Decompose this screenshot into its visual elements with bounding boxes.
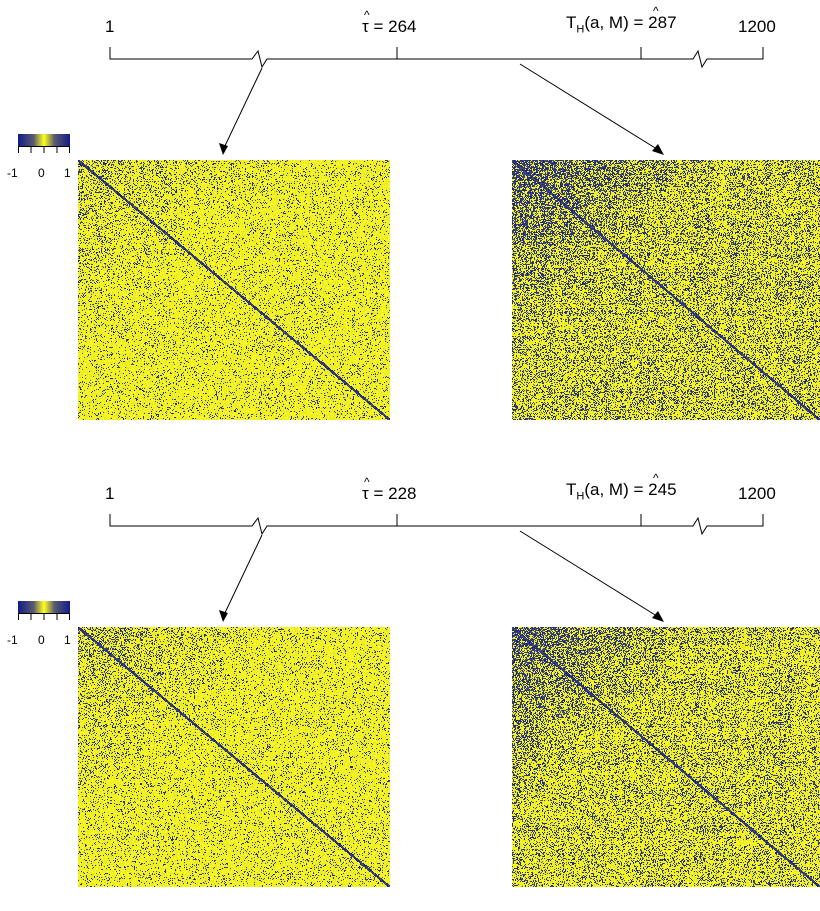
arrow-right-head [652,611,664,622]
colorbar-tick-1: 1 [64,633,71,647]
tau-label: τ = 228 [362,484,417,504]
end-label: 1200 [738,17,776,36]
th-args-a: (a, [584,480,609,499]
start-label: 1 [105,17,115,36]
arrow-left [222,534,263,618]
th-equals: = [633,480,644,499]
th-value: 287 [648,13,677,32]
tau-value: 264 [388,17,417,36]
tau-symbol: τ [362,484,369,503]
colorbar-tick-neg1: -1 [7,633,18,647]
heatmap-left [78,627,390,887]
arrow-right [519,63,661,152]
arrow-left-head [219,143,228,155]
th-sub: H [576,23,585,36]
m-hat: ^ [653,471,659,485]
tau-hat: ^ [364,8,370,22]
th-args-close: ) [623,13,629,32]
panel-bottom: 1 ^ τ = 228 ^ TH(a, M) = 245 1200 -1 0 1 [0,467,820,911]
timeline-segment-left [109,47,398,69]
th-label: TH(a, M) = 287 [566,13,677,39]
th-value: 245 [648,480,677,499]
th-prefix: T [566,480,577,499]
timeline-axis [109,47,764,155]
colorbar-tick-neg1: -1 [7,166,18,180]
th-sub: H [576,490,585,503]
arrow-left-head [219,610,228,622]
start-label: 1 [105,484,115,503]
tau-symbol: τ [362,17,369,36]
colorbar-tick-1: 1 [64,166,71,180]
th-args-close: ) [623,480,629,499]
timeline-segment-left [109,514,398,536]
colorbar-tick-0: 0 [38,166,45,180]
end-label: 1200 [738,484,776,503]
colorbar-gradient [18,134,70,146]
colorbar [18,601,70,621]
timeline-axis [109,514,764,622]
colorbar-tick-0: 0 [38,633,45,647]
arrow-left [222,67,263,151]
colorbar-ticks [18,146,70,153]
th-args-m: M [608,13,624,32]
colorbar-gradient [18,601,70,613]
tau-equals: = [373,17,384,36]
timeline-segment-right [641,47,764,69]
colorbar-ticks [18,613,70,620]
arrow-right [519,530,661,619]
tau-label: τ = 264 [362,17,417,37]
th-args-m: M [608,480,624,499]
th-label: TH(a, M) = 245 [566,480,677,506]
th-prefix: T [566,13,577,32]
heatmap-right [512,160,820,420]
arrow-right-head [652,144,664,155]
tau-value: 228 [388,484,417,503]
th-args-a: (a, [584,13,609,32]
tau-hat: ^ [364,475,370,489]
heatmap-left [78,160,390,420]
panel-top: 1 ^ τ = 264 ^ TH(a, M) = 287 1200 -1 0 1 [0,0,820,444]
th-equals: = [633,13,644,32]
tau-equals: = [373,484,384,503]
m-hat: ^ [653,4,659,18]
colorbar [18,134,70,154]
heatmap-right [512,627,820,887]
timeline-segment-right [641,514,764,536]
